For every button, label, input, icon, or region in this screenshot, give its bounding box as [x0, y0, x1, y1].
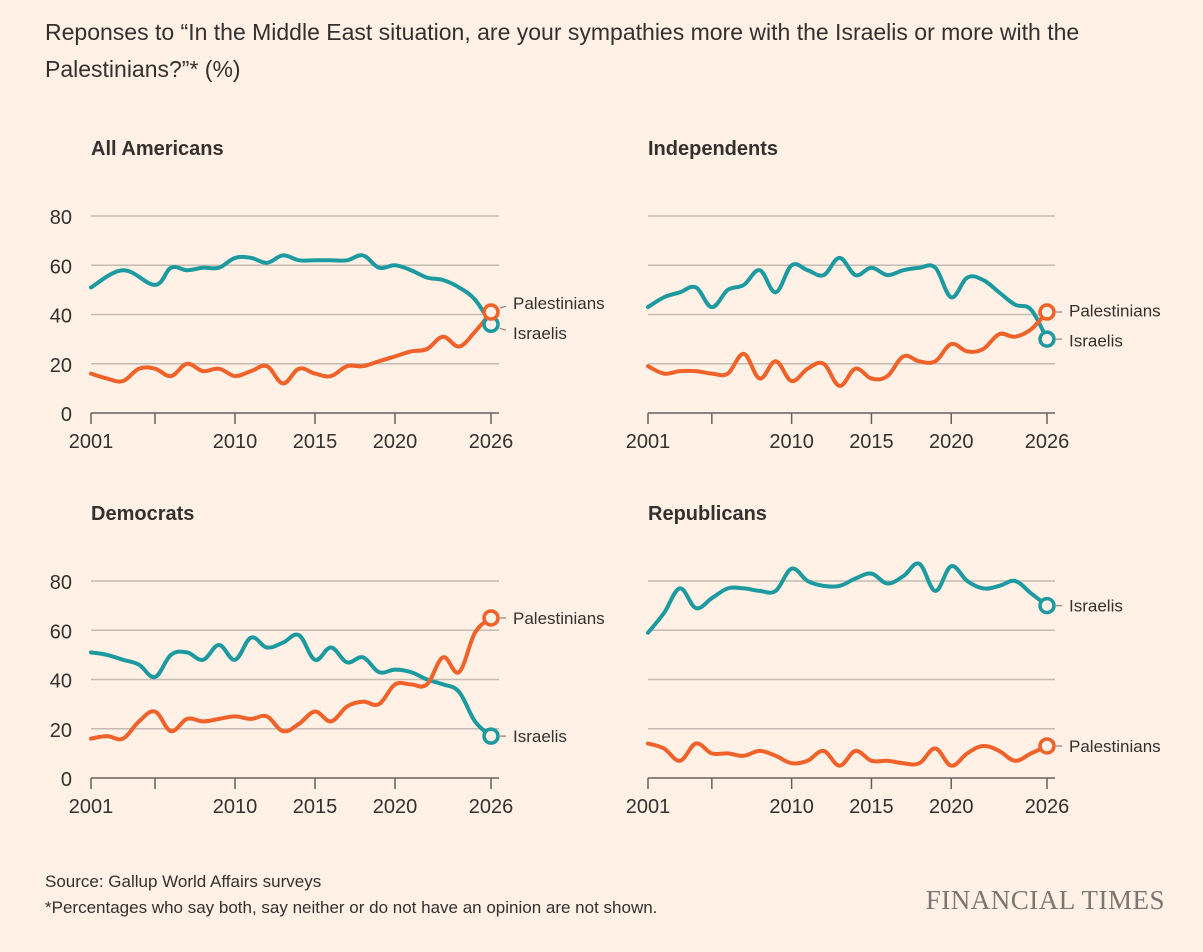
y-tick-label: 0	[61, 404, 72, 426]
end-label-israelis: Israelis	[513, 727, 567, 746]
x-tick-label: 2026	[1025, 431, 1070, 453]
x-tick-label: 2020	[373, 796, 418, 818]
y-tick-label: 60	[50, 621, 72, 643]
series-line-israelis	[646, 561, 1049, 635]
x-tick-label: 2001	[69, 796, 114, 818]
label-leader	[499, 305, 507, 309]
y-tick-label: 0	[61, 769, 72, 791]
chart-panel-2: 0 20 40 60 80 2001 2010 2015 2020 2026 Palestinian…	[50, 572, 605, 818]
x-tick-label: 2015	[293, 796, 338, 818]
y-tick-label: 20	[50, 720, 72, 742]
x-tick-label: 2001	[626, 431, 671, 453]
x-tick-label: 2015	[849, 431, 894, 453]
x-tick-label: 2026	[1025, 796, 1070, 818]
x-tick-label: 2020	[929, 796, 974, 818]
end-marker-palestinians	[482, 303, 500, 321]
end-marker-israelis	[1038, 330, 1056, 348]
x-tick-label: 2001	[626, 796, 671, 818]
series-line-palestinians	[646, 310, 1049, 388]
y-tick-label: 40	[50, 671, 72, 693]
x-tick-label: 2010	[769, 796, 814, 818]
end-marker-israelis	[482, 727, 500, 745]
series-line-palestinians	[89, 310, 493, 386]
panel-title-republicans: Republicans	[648, 503, 767, 525]
panel-title-democrats: Democrats	[91, 503, 195, 525]
series-line-israelis	[89, 632, 493, 739]
x-tick-label: 2015	[293, 431, 338, 453]
series-line-palestinians	[89, 615, 493, 742]
series-line-palestinians	[646, 741, 1049, 768]
end-label-israelis: Israelis	[513, 324, 567, 343]
footer: Source: Gallup World Affairs surveys *Pe…	[45, 869, 657, 921]
series-line-israelis	[89, 253, 493, 327]
x-tick-label: 2026	[469, 431, 514, 453]
x-tick-label: 2010	[213, 431, 258, 453]
chart-title: Reponses to “In the Middle East situatio…	[45, 19, 1080, 82]
end-label-palestinians: Palestinians	[1069, 302, 1161, 321]
footnote: *Percentages who say both, say neither o…	[45, 898, 658, 917]
end-label-palestinians: Palestinians	[513, 294, 605, 313]
end-marker-palestinians	[1038, 303, 1056, 321]
x-tick-label: 2026	[469, 796, 514, 818]
y-tick-label: 20	[50, 355, 72, 377]
x-tick-label: 2010	[769, 431, 814, 453]
end-marker-israelis	[1038, 596, 1056, 615]
y-tick-label: 80	[50, 572, 72, 594]
chart-panel-1: 2001 2010 2015 2020 2026 Palestinians Israelis	[626, 215, 1161, 453]
end-marker-palestinians	[482, 609, 500, 627]
panel-title-all-americans: All Americans	[91, 138, 224, 160]
x-tick-label: 2001	[69, 431, 114, 453]
chart-panel-3: 2001 2010 2015 2020 2026 Israelis Palestinians	[626, 561, 1161, 818]
label-leader	[499, 327, 507, 331]
chart-panel-0: 0 20 40 60 80 2001 2010 2015 2020 2026 Palestinian…	[50, 207, 605, 453]
series-line-israelis	[646, 255, 1049, 342]
end-label-palestinians: Palestinians	[1069, 737, 1161, 756]
end-label-israelis: Israelis	[1069, 332, 1123, 351]
source-note: Source: Gallup World Affairs surveys	[45, 872, 322, 891]
y-tick-label: 60	[50, 256, 72, 278]
x-tick-label: 2020	[373, 431, 418, 453]
end-label-palestinians: Palestinians	[513, 609, 605, 628]
x-tick-label: 2010	[213, 796, 258, 818]
brand-logo: FINANCIAL TIMES	[925, 885, 1165, 915]
end-label-israelis: Israelis	[1069, 597, 1123, 616]
panel-title-independents: Independents	[648, 138, 779, 160]
end-marker-palestinians	[1038, 737, 1056, 755]
x-tick-label: 2020	[929, 431, 974, 453]
x-tick-label: 2015	[849, 796, 894, 818]
y-tick-label: 40	[50, 306, 72, 328]
y-tick-label: 80	[50, 207, 72, 229]
